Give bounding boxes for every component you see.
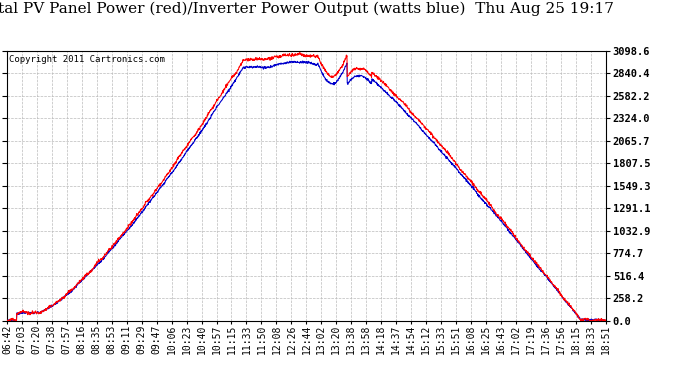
Text: Total PV Panel Power (red)/Inverter Power Output (watts blue)  Thu Aug 25 19:17: Total PV Panel Power (red)/Inverter Powe…: [0, 2, 613, 16]
Text: Copyright 2011 Cartronics.com: Copyright 2011 Cartronics.com: [9, 55, 165, 64]
